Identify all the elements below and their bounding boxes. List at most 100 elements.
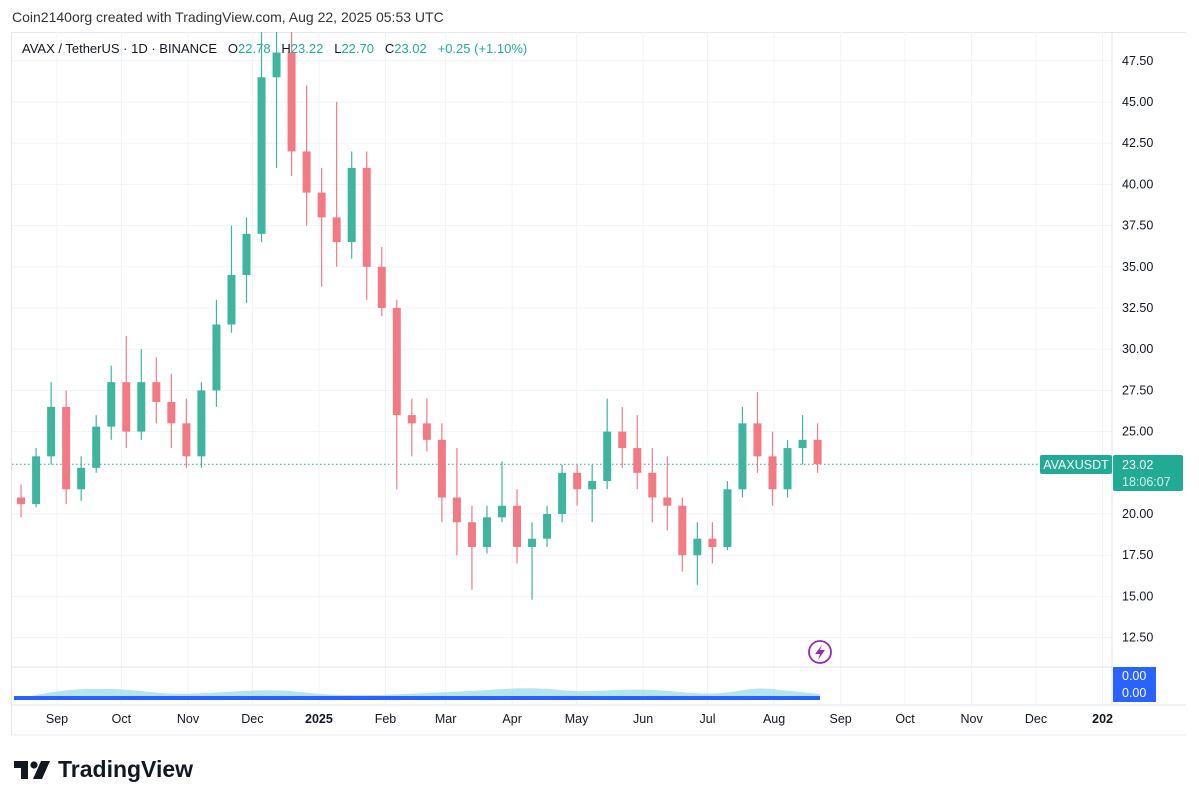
x-tick-label: Feb (375, 712, 397, 726)
x-tick-label: Aug (763, 712, 785, 726)
candle (437, 423, 446, 523)
candle-body (122, 382, 131, 432)
candle-body (663, 497, 672, 506)
candle-body (513, 505, 522, 547)
change-value: +0.25 (+1.10%) (437, 41, 528, 56)
candle (392, 299, 401, 490)
candle-body (723, 489, 732, 547)
candle-body (543, 514, 552, 539)
candle-body (212, 324, 221, 391)
y-tick-label: 17.50 (1122, 548, 1153, 562)
ticker-label: AVAXUSDT (1043, 458, 1109, 472)
ohlc-legend: AVAX / TetherUS · 1D · BINANCE O22.78 H2… (22, 41, 527, 56)
price-label-badge: 23.02 18:06:07 (1113, 455, 1183, 491)
candle (497, 461, 506, 523)
y-tick-label: 35.00 (1122, 260, 1153, 274)
candle (783, 439, 792, 498)
candle-body (392, 308, 401, 416)
candle (588, 464, 597, 523)
candle-body (678, 505, 687, 556)
price-label-ticker: AVAXUSDT (1040, 455, 1112, 474)
close-value: 23.02 (394, 41, 427, 56)
candle (167, 373, 176, 449)
candle-body (813, 439, 822, 465)
open-label: O (227, 41, 239, 56)
y-tick-label: 15.00 (1122, 589, 1153, 603)
candle (32, 448, 41, 508)
candle (452, 448, 461, 556)
x-tick-label: May (565, 712, 589, 726)
candle (302, 85, 311, 226)
candle (753, 392, 762, 473)
candle-body (47, 406, 56, 457)
candle-body (137, 382, 146, 432)
x-tick-label: Oct (895, 712, 915, 726)
candle-body (783, 448, 792, 490)
candle (678, 497, 687, 572)
open-value: 22.78 (238, 41, 271, 56)
volume-baseline (14, 696, 820, 700)
candle (543, 505, 552, 547)
y-tick-label: 12.50 (1122, 631, 1153, 645)
y-tick-label: 32.50 (1122, 301, 1153, 315)
candle-body (152, 382, 161, 402)
candle-body (287, 52, 296, 152)
candle-body (377, 266, 386, 308)
candle (708, 522, 717, 564)
x-tick-label: Jun (633, 712, 653, 726)
x-tick-label: Oct (112, 712, 132, 726)
candle-body (452, 497, 461, 523)
candle-body (693, 538, 702, 556)
candle (197, 382, 206, 468)
candle-body (107, 382, 116, 427)
x-tick-label: Dec (1025, 712, 1047, 726)
close-label: C (384, 41, 395, 56)
candle (482, 505, 491, 554)
candle-body (77, 467, 86, 490)
y-tick-label: 47.50 (1122, 54, 1153, 68)
candle-body (603, 431, 612, 482)
candle (377, 247, 386, 317)
candle-body (17, 497, 26, 505)
x-tick-label: Sep (46, 712, 68, 726)
candle (332, 102, 341, 267)
candle-body (32, 456, 41, 505)
x-tick-label: Jul (700, 712, 716, 726)
candle-body (422, 423, 431, 440)
candle (467, 505, 476, 590)
candle-body (798, 439, 807, 449)
symbol-info[interactable]: AVAX / TetherUS · 1D · BINANCE (22, 41, 218, 56)
candle (272, 32, 281, 168)
candle-body (272, 52, 281, 78)
candle-body (362, 167, 371, 267)
candle (137, 349, 146, 440)
candle (648, 448, 657, 523)
volume-badge: 0.00 0.00 (1113, 667, 1156, 702)
volume-value-1: 0.00 (1122, 669, 1146, 683)
lightning-icon[interactable] (808, 640, 832, 664)
y-tick-label: 40.00 (1122, 177, 1153, 191)
candle-body (528, 538, 537, 547)
x-tick-label: Apr (502, 712, 521, 726)
chart-credit: Coin2140org created with TradingView.com… (12, 9, 444, 25)
candle-body (497, 505, 506, 518)
candle (317, 167, 326, 287)
candle (768, 431, 777, 506)
candle (122, 336, 131, 449)
candle-body (588, 481, 597, 490)
candle-body (482, 517, 491, 547)
candle (212, 299, 221, 407)
candle (242, 217, 251, 304)
candle (723, 481, 732, 551)
candle-body (227, 275, 236, 325)
candle (603, 398, 612, 490)
last-price-value: 23.02 (1122, 458, 1153, 472)
candle-body (302, 151, 311, 193)
candle-body (92, 426, 101, 468)
candle (633, 415, 642, 490)
tradingview-logo[interactable]: TradingView (14, 756, 193, 783)
candle-body (753, 423, 762, 457)
candle-body (167, 401, 176, 424)
candle (407, 398, 416, 457)
